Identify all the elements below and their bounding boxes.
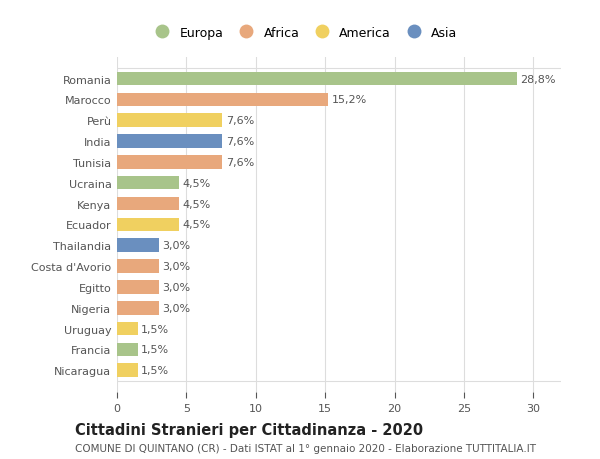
Text: 4,5%: 4,5% xyxy=(183,179,211,188)
Text: 1,5%: 1,5% xyxy=(141,324,169,334)
Bar xyxy=(117,93,328,107)
Bar xyxy=(117,197,179,211)
Text: 28,8%: 28,8% xyxy=(520,74,556,84)
Text: 4,5%: 4,5% xyxy=(183,199,211,209)
Bar xyxy=(117,218,179,232)
Bar xyxy=(117,322,138,336)
Text: 4,5%: 4,5% xyxy=(183,220,211,230)
Text: 3,0%: 3,0% xyxy=(162,282,190,292)
Text: 3,0%: 3,0% xyxy=(162,241,190,251)
Bar xyxy=(117,364,138,377)
Text: 15,2%: 15,2% xyxy=(331,95,367,105)
Bar xyxy=(117,239,158,252)
Bar xyxy=(117,156,223,169)
Text: 7,6%: 7,6% xyxy=(226,157,254,168)
Bar xyxy=(117,135,223,149)
Text: 3,0%: 3,0% xyxy=(162,262,190,271)
Bar xyxy=(117,73,517,86)
Bar xyxy=(117,301,158,315)
Bar xyxy=(117,260,158,273)
Bar xyxy=(117,343,138,357)
Text: 1,5%: 1,5% xyxy=(141,345,169,355)
Text: Cittadini Stranieri per Cittadinanza - 2020: Cittadini Stranieri per Cittadinanza - 2… xyxy=(75,422,423,437)
Text: 1,5%: 1,5% xyxy=(141,365,169,375)
Text: 3,0%: 3,0% xyxy=(162,303,190,313)
Bar xyxy=(117,280,158,294)
Text: 7,6%: 7,6% xyxy=(226,137,254,147)
Bar xyxy=(117,177,179,190)
Legend: Europa, Africa, America, Asia: Europa, Africa, America, Asia xyxy=(149,27,457,40)
Bar xyxy=(117,114,223,128)
Text: 7,6%: 7,6% xyxy=(226,116,254,126)
Text: COMUNE DI QUINTANO (CR) - Dati ISTAT al 1° gennaio 2020 - Elaborazione TUTTITALI: COMUNE DI QUINTANO (CR) - Dati ISTAT al … xyxy=(75,443,536,453)
